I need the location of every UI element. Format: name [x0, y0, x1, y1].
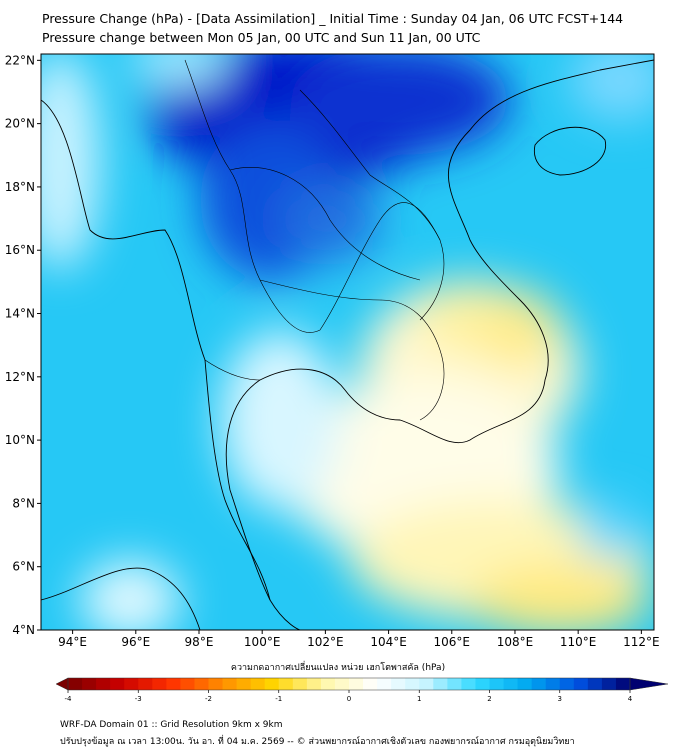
colorbar-segment	[489, 678, 505, 690]
colorbar-segment	[166, 678, 181, 690]
colorbar-scale: -4 -3 -2 -1 0 1 2 3 4	[55, 677, 669, 703]
colorbar-segment	[152, 678, 167, 690]
country-borders	[184, 59, 445, 421]
lat-tick-label: 8°N	[12, 496, 35, 510]
pressure-change-map: 22°N 20°N 18°N 16°N 14°N 12°N 10°N 8°N 6°N 4°N 94…	[5, 53, 660, 649]
colorbar-tick-label: 0	[347, 695, 351, 703]
colorbar-segment	[503, 678, 519, 690]
colorbar-label: ความกดอากาศเปลี่ยนแปลง หน่วย เฮกโตพาสคัล…	[230, 663, 446, 673]
map-title-line2: Pressure change between Mon 05 Jan, 00 U…	[42, 30, 481, 45]
colorbar-segment	[208, 678, 224, 690]
colorbar-tick-label: 1	[417, 695, 421, 703]
colorbar-tick-label: -1	[275, 695, 282, 703]
colorbar-segment	[447, 678, 462, 690]
lat-tick-label: 4°N	[12, 623, 35, 637]
colorbar-segment	[138, 678, 153, 690]
lon-tick-label: 110°E	[560, 635, 597, 649]
lat-tick-label: 14°N	[5, 307, 35, 321]
colorbar-segment	[278, 678, 294, 690]
colorbar-segment	[363, 678, 378, 690]
colorbar-segment	[349, 678, 364, 690]
lon-tick-label: 108°E	[497, 635, 534, 649]
latitude-axis: 22°N 20°N 18°N 16°N 14°N 12°N 10°N 8°N 6°N 4°N	[5, 53, 41, 637]
colorbar-segment	[545, 678, 561, 690]
colorbar-segment	[110, 678, 125, 690]
colorbar-segment	[306, 678, 322, 690]
colorbar-segment	[587, 678, 603, 690]
map-frame	[40, 53, 655, 631]
longitude-axis: 94°E 96°E 98°E 100°E 102°E 104°E 106°E 108°E 110…	[58, 630, 660, 649]
colorbar-tick-label: -4	[65, 695, 73, 703]
lon-tick-label: 104°E	[370, 635, 407, 649]
lon-tick-label: 106°E	[434, 635, 471, 649]
colorbar-segment	[320, 678, 336, 690]
lon-tick-label: 98°E	[185, 635, 214, 649]
colorbar-segment	[475, 678, 490, 690]
colorbar-tick-label: 3	[558, 695, 562, 703]
lat-tick-label: 18°N	[5, 180, 35, 194]
colorbar-segment	[194, 678, 209, 690]
colorbar-max-extend	[629, 677, 669, 691]
lon-tick-label: 102°E	[307, 635, 344, 649]
colorbar-segment	[601, 678, 617, 690]
colorbar-min-extend	[55, 677, 69, 691]
colorbar-segment	[124, 678, 139, 690]
lat-tick-label: 22°N	[5, 53, 35, 67]
colorbar-tick-label: -2	[205, 695, 212, 703]
lat-tick-label: 10°N	[5, 433, 35, 447]
colorbar-segment	[250, 678, 266, 690]
footer-line1: WRF-DA Domain 01 :: Grid Resolution 9km …	[60, 720, 283, 730]
lon-tick-label: 112°E	[623, 635, 660, 649]
colorbar-frame	[67, 677, 631, 691]
colorbar-segment	[377, 678, 392, 690]
lat-tick-label: 12°N	[5, 370, 35, 384]
colorbar-segment	[68, 678, 83, 690]
pressure-field	[41, 54, 654, 630]
colorbar-segment	[292, 678, 308, 690]
colorbar-segment	[96, 678, 111, 690]
lon-tick-label: 96°E	[121, 635, 150, 649]
colorbar-segment	[517, 678, 533, 690]
colorbar-segment	[559, 678, 575, 690]
colorbar-segment	[531, 678, 547, 690]
colorbar-segment	[82, 678, 97, 690]
lon-tick-label: 100°E	[244, 635, 281, 649]
colorbar-tick-label: 4	[628, 695, 633, 703]
colorbar-segment	[334, 678, 350, 690]
colorbar-segment	[236, 678, 252, 690]
colorbar-segment	[615, 678, 631, 690]
coastlines	[41, 59, 654, 630]
colorbar-segment	[391, 678, 406, 690]
lat-tick-label: 16°N	[5, 243, 35, 257]
colorbar-segment	[461, 678, 476, 690]
colorbar-segment	[573, 678, 589, 690]
lat-tick-label: 6°N	[12, 560, 35, 574]
colorbar-tick-label: 2	[487, 695, 491, 703]
colorbar-tick-label: -3	[135, 695, 142, 703]
colorbar-segment	[180, 678, 195, 690]
colorbar-segment	[419, 678, 434, 690]
map-title-line1: Pressure Change (hPa) - [Data Assimilati…	[42, 11, 624, 26]
colorbar-segment	[433, 678, 448, 690]
lat-tick-label: 20°N	[5, 117, 35, 131]
footer-line2: ปรับปรุงข้อมูล ณ เวลา 13:00น. วัน อา. ที…	[60, 737, 575, 747]
colorbar-segment	[222, 678, 238, 690]
colorbar-segment	[405, 678, 420, 690]
colorbar-segment	[264, 678, 280, 690]
lon-tick-label: 94°E	[58, 635, 87, 649]
